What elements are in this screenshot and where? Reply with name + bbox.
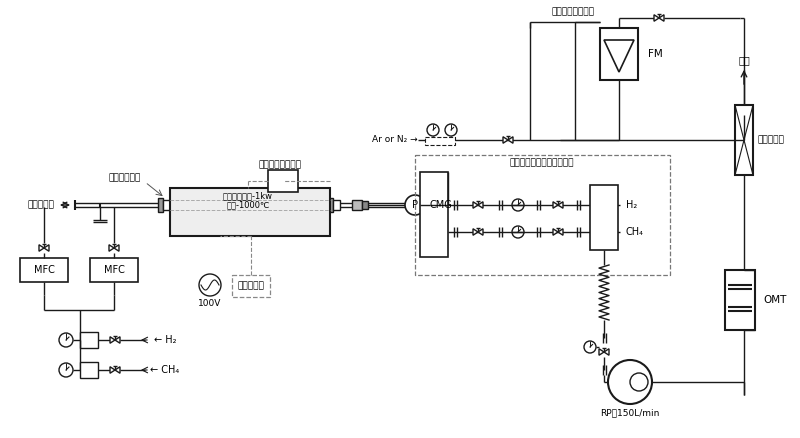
Polygon shape bbox=[109, 245, 114, 251]
Bar bbox=[20, 258, 68, 282]
Polygon shape bbox=[654, 15, 659, 21]
Bar bbox=[333, 200, 340, 210]
Polygon shape bbox=[558, 202, 563, 208]
Polygon shape bbox=[604, 349, 609, 355]
Polygon shape bbox=[115, 367, 120, 373]
Polygon shape bbox=[659, 15, 664, 21]
Polygon shape bbox=[39, 245, 44, 251]
Polygon shape bbox=[473, 229, 478, 235]
Text: FM: FM bbox=[648, 49, 662, 59]
Bar bbox=[232, 275, 270, 297]
Polygon shape bbox=[44, 245, 49, 251]
Bar bbox=[80, 332, 98, 348]
Bar bbox=[80, 362, 98, 378]
Text: ← CH₄: ← CH₄ bbox=[150, 365, 180, 375]
Polygon shape bbox=[508, 137, 513, 143]
Text: ← H₂: ← H₂ bbox=[154, 335, 176, 345]
Text: CMG: CMG bbox=[430, 200, 453, 210]
Bar bbox=[590, 185, 618, 250]
Text: CH₄: CH₄ bbox=[626, 227, 644, 237]
Polygon shape bbox=[503, 137, 508, 143]
Bar bbox=[352, 200, 362, 210]
Polygon shape bbox=[110, 337, 115, 343]
Circle shape bbox=[405, 195, 425, 215]
Bar bbox=[268, 170, 298, 192]
Text: 圧力コントロールユニット: 圧力コントロールユニット bbox=[510, 159, 574, 167]
Bar bbox=[170, 188, 330, 236]
Circle shape bbox=[608, 360, 652, 404]
Polygon shape bbox=[115, 337, 120, 343]
Bar bbox=[158, 198, 163, 212]
Text: 温度コントローラ: 温度コントローラ bbox=[258, 160, 302, 170]
Polygon shape bbox=[110, 367, 115, 373]
Text: P: P bbox=[412, 200, 418, 210]
Text: 100V: 100V bbox=[198, 299, 222, 307]
Text: OMT: OMT bbox=[763, 295, 786, 305]
Polygon shape bbox=[473, 202, 478, 208]
Polygon shape bbox=[478, 202, 483, 208]
Text: Ar or N₂ →: Ar or N₂ → bbox=[372, 135, 418, 145]
Text: MFC: MFC bbox=[34, 265, 54, 275]
Bar bbox=[420, 172, 448, 257]
Text: H₂: H₂ bbox=[626, 200, 638, 210]
Text: 試料：出入: 試料：出入 bbox=[28, 201, 55, 209]
Text: 排気: 排気 bbox=[738, 55, 750, 65]
Bar bbox=[415, 155, 670, 275]
Text: 流量下限アラーム: 流量下限アラーム bbox=[551, 7, 594, 17]
Polygon shape bbox=[553, 229, 558, 235]
Bar bbox=[362, 201, 368, 209]
Polygon shape bbox=[114, 245, 119, 251]
Bar bbox=[90, 258, 138, 282]
Text: RP：150L/min: RP：150L/min bbox=[600, 409, 660, 417]
Text: 温度-1000℃: 温度-1000℃ bbox=[226, 201, 270, 209]
Text: 石英ガラス管: 石英ガラス管 bbox=[109, 173, 141, 183]
Text: MFC: MFC bbox=[103, 265, 125, 275]
Text: 管状炉：出力-1kw: 管状炉：出力-1kw bbox=[223, 191, 273, 201]
Bar bbox=[600, 28, 638, 80]
Bar bbox=[163, 200, 170, 210]
Text: エジェクタ: エジェクタ bbox=[758, 135, 785, 145]
Bar bbox=[725, 270, 755, 330]
Polygon shape bbox=[478, 229, 483, 235]
Bar bbox=[735, 105, 753, 175]
Text: サイリスタ: サイリスタ bbox=[238, 282, 265, 290]
Polygon shape bbox=[599, 349, 604, 355]
Polygon shape bbox=[553, 202, 558, 208]
Polygon shape bbox=[558, 229, 563, 235]
Bar bbox=[328, 198, 333, 212]
Bar bbox=[425, 137, 455, 145]
